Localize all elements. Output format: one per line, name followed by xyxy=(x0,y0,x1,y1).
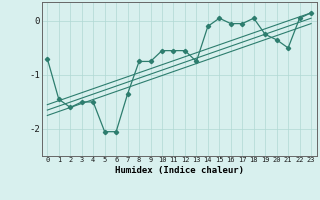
X-axis label: Humidex (Indice chaleur): Humidex (Indice chaleur) xyxy=(115,166,244,175)
